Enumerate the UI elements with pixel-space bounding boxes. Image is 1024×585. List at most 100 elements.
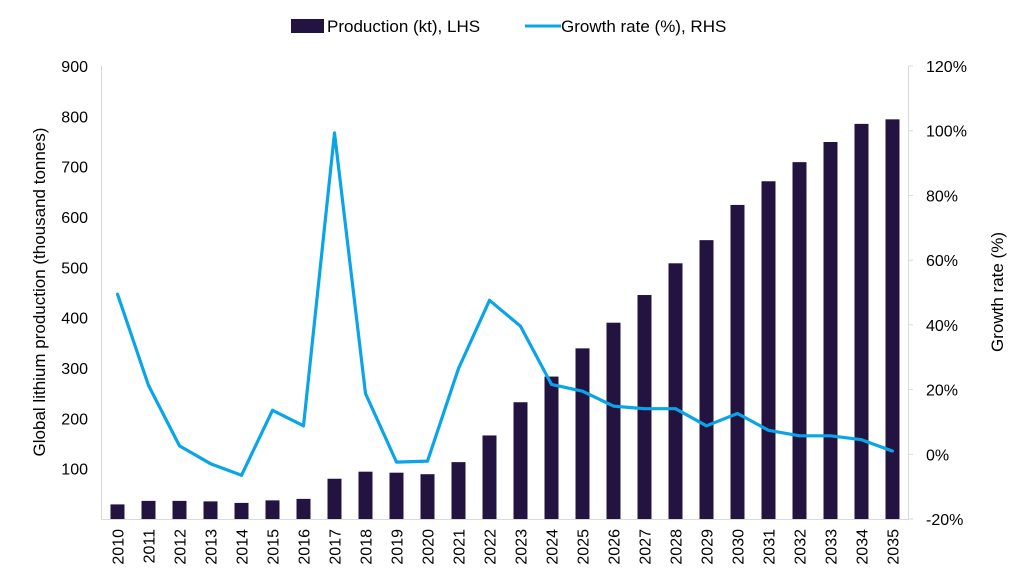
bar-2021 (451, 462, 466, 519)
growth-point-2010 (116, 292, 119, 296)
bar-2024 (544, 376, 559, 519)
right-tick-label: 0% (926, 447, 949, 464)
growth-point-2023 (519, 324, 522, 328)
x-tick-label: 2028 (669, 529, 686, 565)
growth-point-2024 (550, 382, 553, 386)
bar-2034 (854, 123, 869, 519)
bar-2016 (296, 498, 311, 519)
left-tick-label: 200 (61, 411, 88, 428)
bar-2033 (823, 142, 838, 519)
growth-point-2018 (364, 391, 367, 395)
bar-2028 (668, 263, 683, 519)
bar-2035 (885, 119, 900, 519)
growth-point-2033 (829, 434, 832, 438)
left-tick-label: 800 (61, 109, 88, 126)
bar-2019 (389, 472, 404, 519)
x-tick-label: 2034 (855, 529, 872, 565)
growth-point-2029 (705, 424, 708, 428)
right-tick-label: 120% (926, 59, 967, 76)
x-tick-label: 2031 (762, 529, 779, 565)
production-bars (110, 119, 900, 520)
x-tick-label: 2014 (235, 529, 252, 565)
bar-2022 (482, 435, 497, 519)
growth-point-2021 (457, 367, 460, 371)
x-tick-label: 2015 (266, 529, 283, 565)
bar-2013 (203, 501, 218, 519)
left-tick-label: 300 (61, 361, 88, 378)
x-tick-label: 2017 (328, 529, 345, 565)
x-tick-label: 2022 (483, 529, 500, 565)
growth-point-2034 (860, 438, 863, 442)
growth-point-2026 (612, 404, 615, 408)
bar-2029 (699, 240, 714, 520)
bar-2031 (761, 181, 776, 519)
growth-point-2032 (798, 434, 801, 438)
growth-point-2019 (395, 460, 398, 464)
left-tick-label: 400 (61, 311, 88, 328)
right-axis-ticks: -20% 0% 20% 40% 60% 80% 100% 120% (908, 59, 967, 529)
right-tick-label: 20% (926, 383, 958, 400)
x-tick-label: 2032 (793, 529, 810, 565)
bar-2032 (792, 162, 807, 520)
growth-point-2020 (426, 459, 429, 463)
growth-point-2015 (271, 408, 274, 412)
right-tick-label: 80% (926, 188, 958, 205)
growth-point-2014 (240, 473, 243, 477)
x-tick-label: 2013 (204, 529, 221, 565)
x-tick-label: 2012 (173, 529, 190, 565)
growth-point-2012 (178, 444, 181, 448)
growth-point-2013 (209, 462, 212, 466)
legend-label-growth: Growth rate (%), RHS (561, 17, 726, 36)
legend-swatch-production (291, 19, 324, 33)
x-tick-label: 2033 (824, 529, 841, 565)
bar-2026 (606, 322, 621, 519)
growth-point-2011 (147, 383, 150, 387)
x-tick-label: 2016 (297, 529, 314, 565)
growth-point-2030 (736, 412, 739, 416)
growth-point-2022 (488, 298, 491, 302)
growth-rate-line (115, 131, 894, 477)
left-axis-title: Global lithium production (thousand tonn… (30, 128, 49, 457)
growth-point-2031 (767, 428, 770, 432)
x-tick-label: 2010 (111, 529, 128, 565)
growth-point-2016 (302, 424, 305, 428)
growth-point-2035 (891, 449, 894, 453)
bar-2027 (637, 295, 652, 519)
x-tick-label: 2020 (421, 529, 438, 565)
growth-point-2028 (674, 407, 677, 411)
right-axis-title: Growth rate (%) (988, 232, 1007, 352)
growth-point-2017 (333, 131, 336, 135)
bar-2025 (575, 348, 590, 519)
left-tick-label: 600 (61, 210, 88, 227)
x-tick-label: 2029 (700, 529, 717, 565)
x-tick-label: 2019 (390, 529, 407, 565)
bar-2023 (513, 402, 528, 519)
x-tick-label: 2026 (607, 529, 624, 565)
bar-2011 (141, 500, 156, 519)
x-tick-label: 2027 (638, 529, 655, 565)
bar-2015 (265, 500, 280, 519)
growth-point-2027 (643, 407, 646, 411)
left-tick-label: 700 (61, 160, 88, 177)
x-tick-label: 2023 (514, 529, 531, 565)
legend: Production (kt), LHS Growth rate (%), RH… (291, 17, 726, 36)
bar-2014 (234, 502, 249, 519)
bar-2012 (172, 500, 187, 519)
bar-2018 (358, 471, 373, 519)
growth-point-2025 (581, 389, 584, 393)
bar-2020 (420, 474, 435, 519)
x-tick-label: 2025 (576, 529, 593, 565)
x-tick-label: 2021 (452, 529, 469, 565)
left-tick-label: 900 (61, 59, 88, 76)
growth-line-series (115, 131, 894, 477)
right-tick-label: 40% (926, 318, 958, 335)
left-tick-label: 500 (61, 260, 88, 277)
left-axis-ticks: 100 200 300 400 500 600 700 800 900 (61, 59, 88, 479)
right-tick-label: -20% (926, 512, 963, 529)
x-tick-label: 2011 (142, 529, 159, 564)
x-axis-ticks: 2010 2011 2012 2013 2014 2015 2016 2017 2018 2019… (111, 529, 903, 565)
x-tick-label: 2030 (731, 529, 748, 565)
right-tick-label: 60% (926, 253, 958, 270)
bar-2017 (327, 478, 342, 519)
